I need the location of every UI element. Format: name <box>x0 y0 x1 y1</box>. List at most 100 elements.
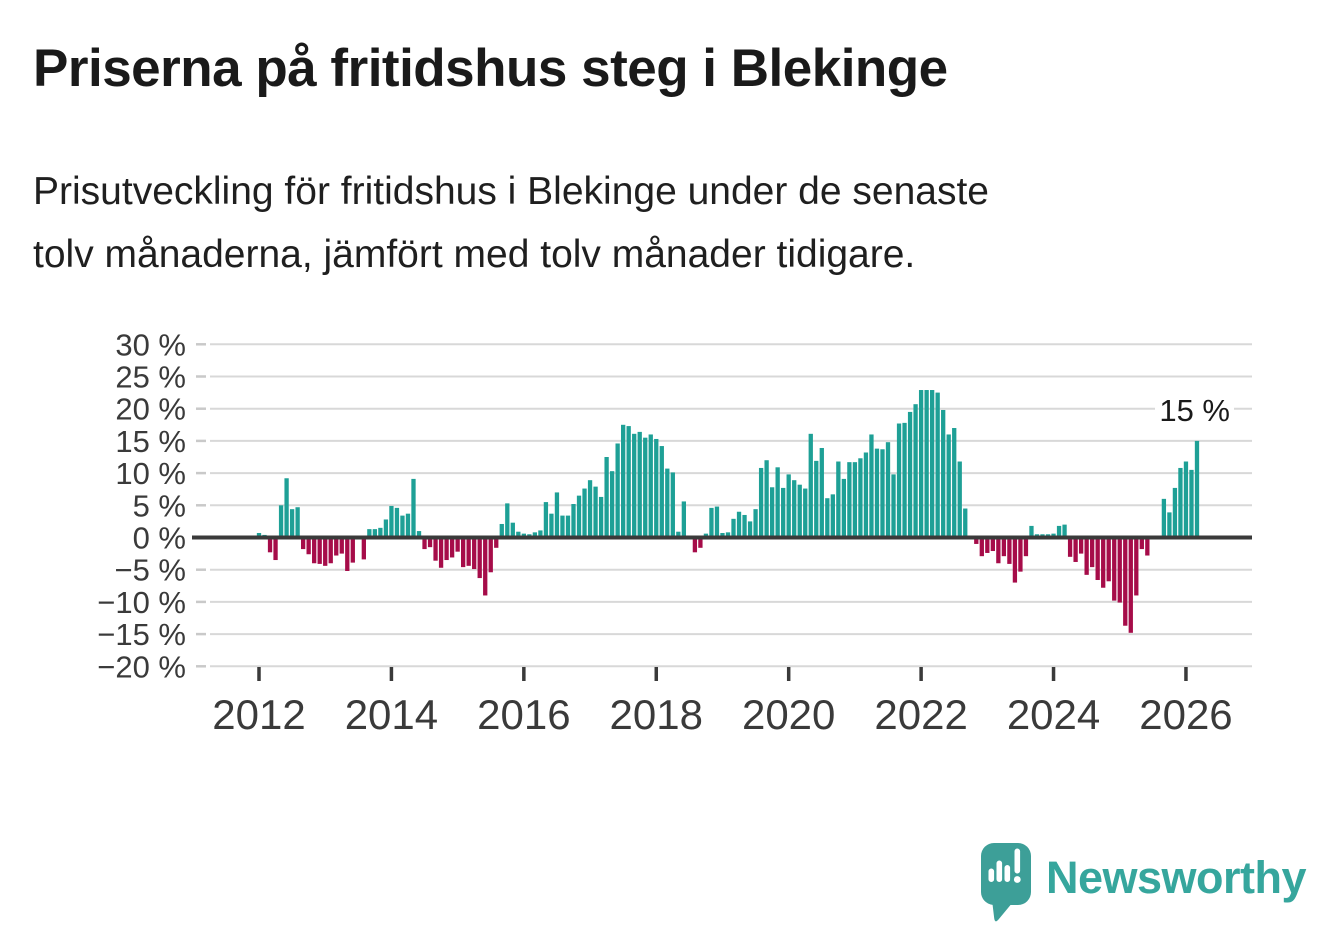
x-tick <box>389 667 394 681</box>
newsworthy-logo: Newsworthy <box>981 843 1321 939</box>
bar <box>1123 537 1128 626</box>
bar <box>1101 537 1106 588</box>
zero-axis-line <box>192 535 1252 540</box>
x-axis-label: 2018 <box>610 691 703 738</box>
bar <box>1145 537 1150 556</box>
bar <box>576 495 582 538</box>
bar <box>808 433 813 538</box>
bar <box>1112 537 1117 601</box>
bar <box>571 504 576 538</box>
bar <box>461 537 466 568</box>
bar <box>1023 537 1029 557</box>
logo-exclamation-bar <box>1014 848 1021 874</box>
bar <box>786 474 791 538</box>
bar <box>1029 525 1034 538</box>
bar <box>1012 537 1018 583</box>
x-tick <box>522 667 526 681</box>
newsworthy-wordmark: Newsworthy <box>1046 852 1307 903</box>
bar <box>891 474 896 538</box>
y-axis-label: −20 % <box>97 649 186 684</box>
bar <box>477 537 482 579</box>
bar <box>367 529 372 538</box>
bar <box>1194 440 1200 538</box>
bar <box>979 537 984 557</box>
bar <box>1183 461 1189 538</box>
bar <box>427 537 433 548</box>
bar <box>714 506 720 538</box>
bar <box>1178 467 1183 538</box>
bar <box>841 478 847 538</box>
bar <box>284 478 289 538</box>
bar <box>670 472 675 538</box>
bar <box>974 537 979 544</box>
bar <box>797 484 802 538</box>
y-axis-label: −5 % <box>114 553 186 588</box>
bar <box>317 537 322 564</box>
bar <box>394 507 400 538</box>
y-axis-label: 25 % <box>115 360 186 395</box>
x-tick <box>1184 667 1188 681</box>
bar <box>659 446 664 538</box>
bar <box>990 537 995 552</box>
x-axis-label: 2020 <box>742 691 835 738</box>
bar <box>554 492 560 538</box>
bar <box>852 462 858 538</box>
bar <box>692 537 698 553</box>
logo-bar-1 <box>988 868 995 882</box>
logo-bar-3 <box>1004 865 1011 882</box>
x-tick <box>257 667 261 681</box>
bar <box>405 513 411 538</box>
bar <box>946 434 951 538</box>
bar <box>769 487 775 538</box>
latest-value-annotation: 15 % <box>1155 392 1234 430</box>
bar <box>742 514 747 538</box>
x-tick <box>786 667 791 681</box>
bar <box>643 437 648 538</box>
y-axis-label: 5 % <box>133 488 186 523</box>
bar <box>907 411 913 538</box>
bar <box>312 537 317 564</box>
bar <box>361 537 366 560</box>
bar <box>847 462 852 538</box>
x-axis-label: 2024 <box>1007 691 1100 738</box>
bar <box>256 532 262 538</box>
x-axis-label: 2016 <box>477 691 570 738</box>
bar <box>637 431 642 538</box>
bar <box>455 537 460 552</box>
bar <box>593 486 598 538</box>
bar <box>929 390 935 538</box>
bar <box>941 409 946 538</box>
bar <box>1161 498 1167 538</box>
bar <box>874 448 880 538</box>
bar <box>306 537 311 555</box>
bar <box>924 390 929 538</box>
bar <box>775 467 780 538</box>
bar <box>1139 537 1144 550</box>
y-axis-label: 10 % <box>115 456 186 491</box>
bar <box>300 537 306 550</box>
bar <box>725 532 731 538</box>
logo-bar-2 <box>996 860 1003 882</box>
bar <box>935 392 940 538</box>
bar <box>1090 537 1095 568</box>
bar <box>621 424 626 538</box>
bar <box>560 515 565 538</box>
bar <box>499 523 504 538</box>
bar <box>582 488 587 538</box>
y-axis-label: −10 % <box>97 585 186 620</box>
bar <box>764 460 769 538</box>
bar <box>858 458 863 538</box>
bar <box>1084 537 1089 575</box>
bar <box>913 404 918 538</box>
bar <box>676 531 681 538</box>
bar <box>819 447 824 538</box>
bar <box>278 505 284 538</box>
bar <box>632 433 637 538</box>
bar <box>1018 537 1023 572</box>
x-axis-label: 2022 <box>874 691 967 738</box>
bar <box>483 537 488 596</box>
bar <box>444 537 449 561</box>
bar <box>1007 537 1012 564</box>
bar <box>598 496 604 538</box>
